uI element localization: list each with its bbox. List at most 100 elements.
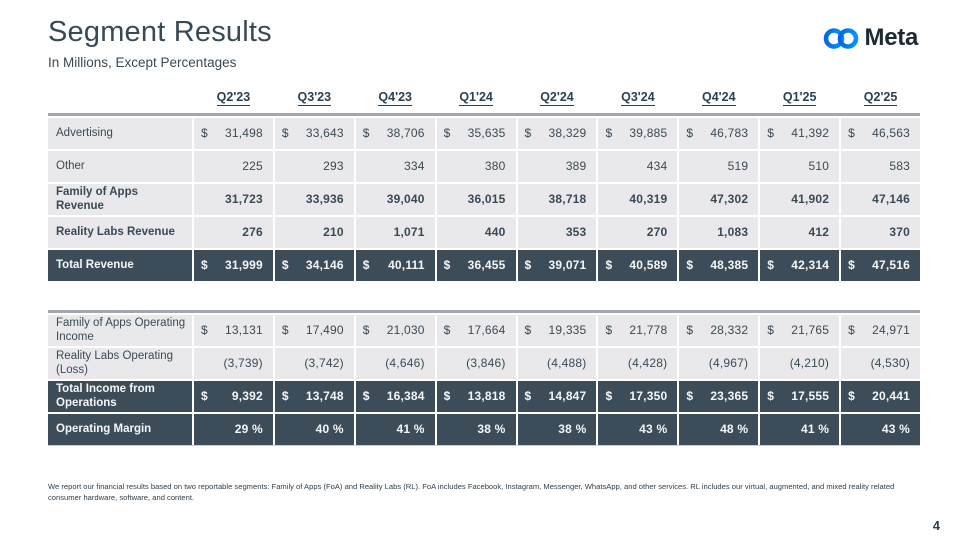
table-cell: 583	[841, 151, 920, 182]
cell-value: 42,314	[791, 257, 830, 272]
cell-value: 389	[565, 158, 587, 173]
cell-value: 225	[242, 158, 263, 173]
dollar-sign: $	[443, 322, 451, 337]
dollar-sign: $	[201, 125, 208, 140]
cell-value: 20,441	[872, 388, 910, 403]
cell-value: (4,967)	[708, 355, 749, 370]
table-cell: 1,071	[355, 217, 435, 248]
footnote: We report our financial results based on…	[48, 482, 895, 502]
dollar-sign: $	[201, 388, 208, 403]
row-label: Operating Margin	[48, 414, 192, 445]
table-cell: $39,071	[517, 250, 597, 281]
table-cell: 210	[274, 217, 354, 248]
table-cell: 293	[274, 151, 354, 182]
dollar-sign: $	[848, 125, 855, 140]
cell-value: (3,846)	[466, 355, 506, 370]
page-title: Segment Results	[48, 16, 272, 48]
table-cell: $17,350	[598, 381, 678, 412]
quarter-header-label: Q2'25	[863, 90, 898, 106]
cell-value: (4,530)	[870, 355, 910, 370]
cell-value: 31,999	[224, 257, 263, 272]
table-cell: 41,902	[760, 184, 840, 215]
table-cell: 353	[517, 217, 597, 248]
cell-value: 38,706	[386, 125, 425, 140]
revenue-table-header-row: Q2'23 Q3'23 Q4'23 Q1'24 Q2'24 Q3'24 Q4'24 Q1'25…	[48, 84, 920, 110]
title-block: Segment Results In Millions, Except Perc…	[48, 16, 272, 70]
table-cell: (4,967)	[679, 348, 759, 379]
cell-value: 24,971	[872, 322, 910, 337]
cell-value: 43 %	[881, 421, 910, 436]
table-cell: $19,335	[517, 315, 597, 346]
table-cell: 36,015	[436, 184, 516, 215]
cell-value: 47,516	[872, 257, 910, 272]
quarter-header-label: Q3'24	[621, 90, 655, 106]
quarter-header-label: Q4'23	[378, 90, 412, 106]
dollar-sign: $	[201, 322, 208, 337]
table-cell: $21,030	[355, 315, 435, 346]
cell-value: 1,071	[393, 224, 425, 239]
row-label: Family of Apps Operating Income	[48, 315, 192, 346]
cell-value: (4,488)	[547, 355, 587, 370]
table-cell: $17,664	[436, 315, 516, 346]
cell-value: 21,765	[791, 322, 830, 337]
table-cell: $46,783	[679, 118, 759, 149]
dollar-sign: $	[767, 388, 775, 403]
table-cell: $40,589	[598, 250, 678, 281]
quarter-header-q424: Q4'24	[679, 84, 758, 110]
cell-value: 35,635	[467, 125, 506, 140]
cell-value: 510	[808, 158, 830, 173]
quarter-header-q124: Q1'24	[437, 84, 516, 110]
quarter-header-q323: Q3'23	[275, 84, 354, 110]
cell-value: 41,902	[791, 191, 830, 206]
table-cell: $41,392	[760, 118, 840, 149]
table-cell: 380	[436, 151, 516, 182]
cell-value: 39,040	[386, 191, 425, 206]
cell-value: 412	[808, 224, 830, 239]
dollar-sign: $	[281, 322, 289, 337]
meta-infinity-icon	[823, 27, 858, 49]
cell-value: 19,335	[548, 322, 587, 337]
cell-value: 38,718	[548, 191, 587, 206]
dollar-sign: $	[362, 388, 370, 403]
cell-value: 21,030	[386, 322, 425, 337]
row-label: Total Income from Operations	[48, 381, 192, 412]
segment-tables: Q2'23 Q3'23 Q4'23 Q1'24 Q2'24 Q3'24 Q4'24 Q1'25…	[48, 84, 920, 446]
table-cell: 38 %	[436, 414, 516, 445]
cell-value: 46,563	[872, 125, 910, 140]
table-cell: 31,723	[194, 184, 273, 215]
cell-value: 276	[242, 224, 263, 239]
cell-value: 9,392	[231, 388, 263, 403]
cell-value: 270	[646, 224, 668, 239]
cell-value: 434	[646, 158, 668, 173]
table-cell: 370	[841, 217, 920, 248]
table-cell: $21,778	[598, 315, 678, 346]
cell-value: 46,783	[710, 125, 749, 140]
table-cell: 434	[598, 151, 678, 182]
table-cell: 41 %	[760, 414, 840, 445]
cell-value: 43 %	[639, 421, 668, 436]
table-cell: $38,329	[517, 118, 597, 149]
cell-value: 17,490	[305, 322, 344, 337]
table-cell: 48 %	[679, 414, 759, 445]
table-cell: $20,441	[841, 381, 920, 412]
table-cell: 39,040	[355, 184, 435, 215]
cell-value: 519	[727, 158, 749, 173]
cell-value: 47,302	[710, 191, 749, 206]
cell-value: (4,428)	[627, 355, 668, 370]
quarter-header-q225: Q2'25	[841, 84, 920, 110]
cell-value: 353	[565, 224, 587, 239]
table-cell: (3,739)	[194, 348, 273, 379]
table-cell: $35,635	[436, 118, 516, 149]
cell-value: 440	[484, 224, 506, 239]
row-label: Reality Labs Revenue	[48, 217, 192, 248]
table-cell: 33,936	[274, 184, 354, 215]
cell-value: 33,936	[305, 191, 344, 206]
header-spacer-cell	[48, 84, 192, 110]
cell-value: 334	[404, 158, 425, 173]
cell-value: 13,818	[467, 388, 506, 403]
dollar-sign: $	[362, 125, 370, 140]
table-cell: $38,706	[355, 118, 435, 149]
table-cell: 510	[760, 151, 840, 182]
cell-value: 380	[484, 158, 506, 173]
